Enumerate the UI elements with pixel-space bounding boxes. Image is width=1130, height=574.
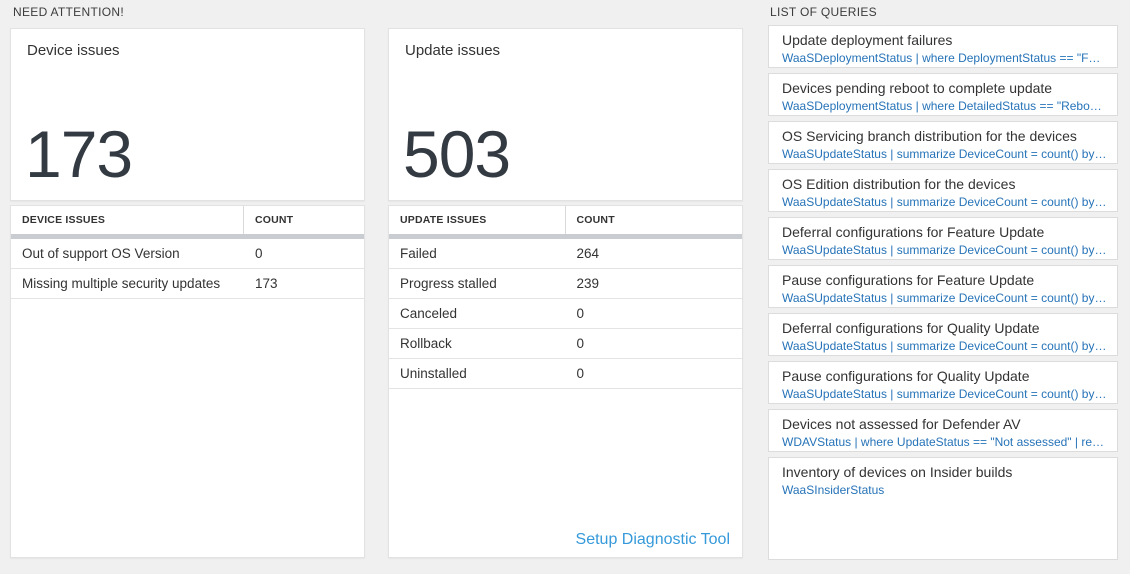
query-list-item[interactable]: OS Edition distribution for the devices W… [768,169,1118,212]
query-link[interactable]: WaaSDeploymentStatus | where DeploymentS… [782,51,1107,65]
device-issues-column-header: DEVICE ISSUES [11,206,244,234]
row-count: 0 [254,246,263,261]
row-label: Rollback [400,336,452,351]
table-row[interactable]: Missing multiple security updates 173 [11,269,364,299]
count-column-header: COUNT [576,214,615,226]
update-issues-table: UPDATE ISSUES COUNT Failed 264 Progress st… [388,205,743,558]
query-list-item[interactable]: Deferral configurations for Feature Upda… [768,217,1118,260]
query-title: Deferral configurations for Feature Upda… [782,224,1045,240]
row-label: Uninstalled [400,366,467,381]
setup-diagnostic-tool-link[interactable]: Setup Diagnostic Tool [575,531,730,548]
row-count: 0 [576,336,585,351]
row-label: Progress stalled [400,276,497,291]
query-title: Devices not assessed for Defender AV [782,416,1021,432]
query-link[interactable]: WDAVStatus | where UpdateStatus == "Not … [782,435,1107,449]
query-link[interactable]: WaaSDeploymentStatus | where DetailedSta… [782,99,1107,113]
query-link[interactable]: WaaSUpdateStatus | summarize DeviceCount… [782,147,1107,161]
table-header-divider [389,234,742,239]
query-list-item[interactable]: Update deployment failures WaaSDeployment… [768,25,1118,68]
update-issues-table-body: Failed 264 Progress stalled 239 Canceled 0 Rol… [389,239,742,389]
device-issues-table-body: Out of support OS Version 0 Missing multip… [11,239,364,299]
need-attention-section-title: NEED ATTENTION! [13,5,124,19]
row-label: Out of support OS Version [22,246,180,261]
query-link[interactable]: WaaSUpdateStatus | summarize DeviceCount… [782,339,1107,353]
table-header-divider [11,234,364,239]
row-count: 0 [576,306,585,321]
table-header-row: DEVICE ISSUES COUNT [11,206,364,234]
query-list-item[interactable]: Pause configurations for Quality Update W… [768,361,1118,404]
query-title: OS Servicing branch distribution for the… [782,128,1077,144]
query-link[interactable]: WaaSUpdateStatus | summarize DeviceCount… [782,387,1107,401]
query-list-item[interactable]: Deferral configurations for Quality Upda… [768,313,1118,356]
list-of-queries-section-title: LIST OF QUERIES [770,5,877,19]
query-list-item[interactable]: Devices not assessed for Defender AV WDAV… [768,409,1118,452]
table-header-row: UPDATE ISSUES COUNT [389,206,742,234]
update-issues-tile-title: Update issues [405,42,501,59]
query-list-item[interactable]: Pause configurations for Feature Update W… [768,265,1118,308]
query-title: Pause configurations for Quality Update [782,368,1030,384]
query-link[interactable]: WaaSUpdateStatus | summarize DeviceCount… [782,195,1107,209]
row-count: 0 [576,366,585,381]
table-row[interactable]: Failed 264 [389,239,742,269]
update-issues-tile[interactable]: Update issues 503 [388,28,743,201]
query-link[interactable]: WaaSInsiderStatus [782,483,885,497]
query-link[interactable]: WaaSUpdateStatus | summarize DeviceCount… [782,291,1107,305]
count-column-header: COUNT [254,214,294,226]
query-link[interactable]: WaaSUpdateStatus | summarize DeviceCount… [782,243,1107,257]
device-issues-count: 173 [25,117,133,191]
query-list-item[interactable]: Inventory of devices on Insider builds Wa… [768,457,1118,560]
table-row[interactable]: Rollback 0 [389,329,742,359]
table-row[interactable]: Uninstalled 0 [389,359,742,389]
table-row[interactable]: Canceled 0 [389,299,742,329]
device-issues-table: DEVICE ISSUES COUNT Out of support OS Ve… [10,205,365,558]
row-label: Failed [400,246,437,261]
query-list-item[interactable]: OS Servicing branch distribution for the… [768,121,1118,164]
query-title: Devices pending reboot to complete updat… [782,80,1053,96]
query-list-item[interactable]: Devices pending reboot to complete updat… [768,73,1118,116]
table-row[interactable]: Out of support OS Version 0 [11,239,364,269]
query-title: Update deployment failures [782,32,953,48]
row-label: Canceled [400,306,458,321]
row-count: 264 [576,246,600,261]
query-title: Pause configurations for Feature Update [782,272,1035,288]
device-issues-tile-title: Device issues [27,42,120,59]
query-title: Deferral configurations for Quality Upda… [782,320,1040,336]
query-title: OS Edition distribution for the devices [782,176,1016,192]
table-row[interactable]: Progress stalled 239 [389,269,742,299]
update-issues-column-header: UPDATE ISSUES [389,206,566,234]
row-label: Missing multiple security updates [22,276,221,291]
row-count: 239 [576,276,600,291]
row-count: 173 [254,276,278,291]
query-list: Update deployment failures WaaSDeployment… [768,25,1118,560]
query-title: Inventory of devices on Insider builds [782,464,1013,480]
device-issues-tile[interactable]: Device issues 173 [10,28,365,201]
update-issues-count: 503 [403,117,511,191]
